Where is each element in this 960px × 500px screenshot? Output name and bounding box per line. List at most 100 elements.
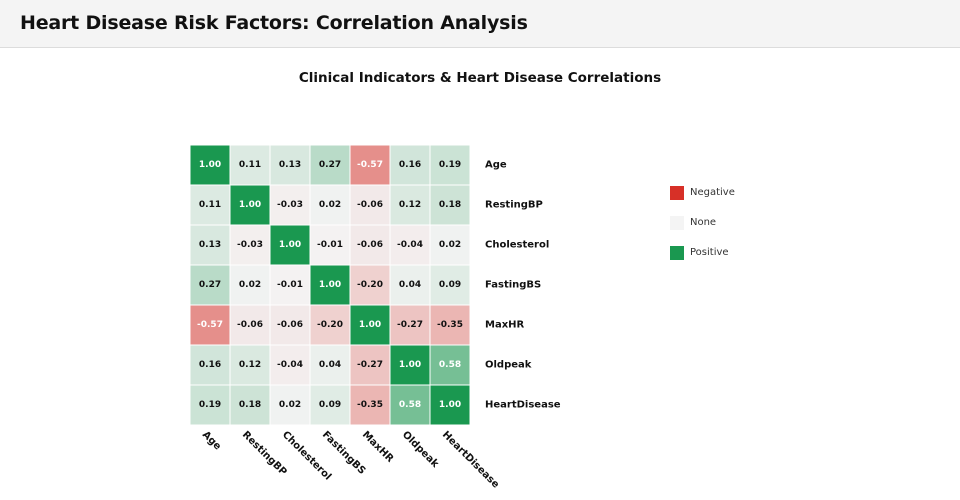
heatmap-cell-rect xyxy=(230,265,270,305)
heatmap-cell-rect xyxy=(350,185,390,225)
heatmap-cell-rect xyxy=(270,305,310,345)
heatmap-cell-value: -0.20 xyxy=(317,320,343,330)
heatmap-cell-age-oldpeak: 0.16 xyxy=(390,145,430,185)
heatmap-cell-fasting-bs-fasting-bs: 1.00 xyxy=(310,265,350,305)
heatmap-cell-cholesterol-age: 0.13 xyxy=(190,225,230,265)
legend-item-positive: Positive xyxy=(670,245,735,260)
heatmap-cell-resting-bp-fasting-bs: 0.02 xyxy=(310,185,350,225)
heatmap-cell-rect xyxy=(230,305,270,345)
row-label-oldpeak: Oldpeak xyxy=(485,360,532,371)
heatmap-cell-value: 1.00 xyxy=(439,400,461,410)
heatmap-cell-rect xyxy=(430,225,470,265)
heatmap-cell-rect xyxy=(390,185,430,225)
heatmap-cell-fasting-bs-cholesterol: -0.01 xyxy=(270,265,310,305)
heatmap-cell-value: -0.04 xyxy=(397,240,423,250)
heatmap-cell-value: -0.06 xyxy=(357,200,383,210)
heatmap-cell-rect xyxy=(310,305,350,345)
heatmap-cell-value: -0.35 xyxy=(357,400,383,410)
heatmap-cell-value: 0.02 xyxy=(279,400,301,410)
heatmap-cell-rect xyxy=(390,345,430,385)
heatmap-cell-resting-bp-age: 0.11 xyxy=(190,185,230,225)
heatmap-cell-max-hr-heart-disease: -0.35 xyxy=(430,305,470,345)
heatmap-cell-rect xyxy=(310,225,350,265)
heatmap-cell-rect xyxy=(430,345,470,385)
heatmap-cell-value: 0.27 xyxy=(199,280,221,290)
heatmap-cell-fasting-bs-age: 0.27 xyxy=(190,265,230,305)
heatmap-cell-rect xyxy=(310,145,350,185)
heatmap-cell-heart-disease-age: 0.19 xyxy=(190,385,230,425)
heatmap-cell-age-age: 1.00 xyxy=(190,145,230,185)
heatmap-cell-oldpeak-cholesterol: -0.04 xyxy=(270,345,310,385)
heatmap-cell-value: 0.04 xyxy=(319,360,341,370)
legend: Negative None Positive xyxy=(670,185,735,275)
heatmap-cell-rect xyxy=(350,225,390,265)
heatmap-cell-oldpeak-resting-bp: 0.12 xyxy=(230,345,270,385)
heatmap-cell-value: 0.16 xyxy=(399,160,421,170)
heatmap-cell-rect xyxy=(190,345,230,385)
heatmap-cell-value: 0.02 xyxy=(319,200,341,210)
heatmap-cell-value: -0.35 xyxy=(437,320,463,330)
heatmap-cell-fasting-bs-oldpeak: 0.04 xyxy=(390,265,430,305)
heatmap-cell-rect xyxy=(390,225,430,265)
heatmap-cell-oldpeak-heart-disease: 0.58 xyxy=(430,345,470,385)
heatmap-cell-value: 0.02 xyxy=(239,280,261,290)
column-label-age: Age xyxy=(200,429,223,452)
heatmap-cell-value: 0.12 xyxy=(239,360,261,370)
row-label-cholesterol: Cholesterol xyxy=(485,240,549,251)
heatmap-cell-age-heart-disease: 0.19 xyxy=(430,145,470,185)
heatmap-cell-value: 0.27 xyxy=(319,160,341,170)
heatmap-cell-value: 0.11 xyxy=(239,160,261,170)
heatmap-cell-rect xyxy=(310,185,350,225)
heatmap-cell-value: -0.27 xyxy=(357,360,383,370)
legend-label-none: None xyxy=(690,217,717,228)
page-header: Heart Disease Risk Factors: Correlation … xyxy=(0,0,960,48)
heatmap-cell-value: 0.13 xyxy=(279,160,301,170)
column-label-oldpeak: Oldpeak xyxy=(400,429,441,470)
heatmap-cell-rect xyxy=(350,385,390,425)
heatmap-cell-fasting-bs-max-hr: -0.20 xyxy=(350,265,390,305)
heatmap-cell-rect xyxy=(390,265,430,305)
heatmap-cell-age-cholesterol: 0.13 xyxy=(270,145,310,185)
heatmap-cell-rect xyxy=(390,385,430,425)
heatmap-cell-value: 0.16 xyxy=(199,360,221,370)
column-label-max-hr: MaxHR xyxy=(360,429,396,465)
heatmap-cell-resting-bp-heart-disease: 0.18 xyxy=(430,185,470,225)
heatmap-cell-value: 0.18 xyxy=(439,200,461,210)
heatmap-cell-heart-disease-fasting-bs: 0.09 xyxy=(310,385,350,425)
heatmap-cell-value: -0.27 xyxy=(397,320,423,330)
heatmap-cell-rect xyxy=(270,185,310,225)
heatmap-cell-value: 0.02 xyxy=(439,240,461,250)
heatmap-cell-heart-disease-oldpeak: 0.58 xyxy=(390,385,430,425)
row-label-fasting-bs: FastingBS xyxy=(485,280,541,291)
heatmap-cell-value: 0.11 xyxy=(199,200,221,210)
heatmap-cell-value: -0.04 xyxy=(277,360,303,370)
heatmap-cell-max-hr-oldpeak: -0.27 xyxy=(390,305,430,345)
heatmap-cell-value: 0.19 xyxy=(199,400,221,410)
heatmap-cells: 1.00 0.11 0.13 0.27 -0.57 0.16 0.19 0.11 1.00 -0.… xyxy=(190,145,470,425)
heatmap-cell-rect xyxy=(390,305,430,345)
heatmap-cell-value: -0.20 xyxy=(357,280,383,290)
row-label-resting-bp: RestingBP xyxy=(485,200,543,211)
legend-swatch-none xyxy=(670,215,684,230)
row-label-heart-disease: HeartDisease xyxy=(485,400,561,411)
heatmap-cell-value: -0.57 xyxy=(357,160,383,170)
heatmap-cell-heart-disease-heart-disease: 1.00 xyxy=(430,385,470,425)
heatmap-cell-rect xyxy=(270,145,310,185)
heatmap-cell-rect xyxy=(230,225,270,265)
heatmap-cell-rect xyxy=(230,345,270,385)
heatmap-cell-rect xyxy=(270,225,310,265)
row-label-max-hr: MaxHR xyxy=(485,320,525,331)
heatmap-cell-rect xyxy=(350,145,390,185)
heatmap-cell-value: 0.19 xyxy=(439,160,461,170)
heatmap-cell-fasting-bs-resting-bp: 0.02 xyxy=(230,265,270,305)
heatmap-cell-rect xyxy=(430,145,470,185)
heatmap-cell-value: 0.18 xyxy=(239,400,261,410)
row-label-age: Age xyxy=(485,160,507,171)
chart-title: Clinical Indicators & Heart Disease Corr… xyxy=(298,70,662,86)
page-title: Heart Disease Risk Factors: Correlation … xyxy=(20,12,528,34)
legend-swatch-negative xyxy=(670,185,684,200)
heatmap-cell-max-hr-resting-bp: -0.06 xyxy=(230,305,270,345)
heatmap-cell-value: -0.06 xyxy=(277,320,303,330)
